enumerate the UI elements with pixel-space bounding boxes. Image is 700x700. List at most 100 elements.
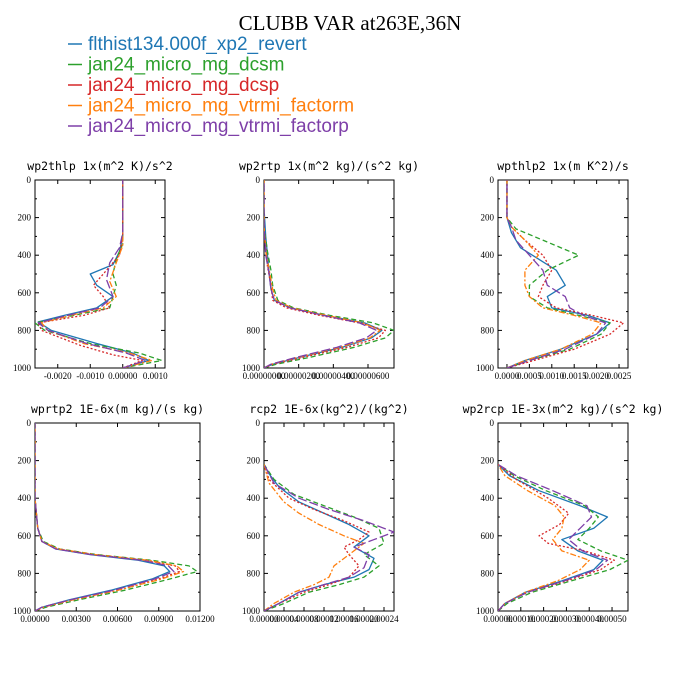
legend-entry: jan24_micro_mg_vtrmi_factorm (68, 96, 354, 117)
panel-1: wp2thlp 1x(m^2 K)/s^2 0 200 400 600 800 1000 -0… (13, 159, 173, 381)
x-tick-label: 0.00600 (103, 614, 133, 624)
series-line-2 (264, 464, 385, 611)
y-tick-label: 200 (247, 213, 261, 223)
panel-title: wp2thlp 1x(m^2 K)/s^2 (27, 159, 172, 173)
y-tick-label: 0 (27, 418, 32, 428)
x-tick-label: 0.00024 (369, 614, 399, 624)
x-tick-label: 0.00016 (329, 614, 359, 624)
y-tick-label: 400 (481, 493, 495, 503)
x-tick-label: 0.00000 (108, 371, 138, 381)
legend-entry: jan24_micro_mg_vtrmi_factorp (68, 116, 349, 137)
x-tick-label: 0.00900 (144, 614, 174, 624)
x-tick-label: 0.00050 (597, 614, 627, 624)
series-line-2 (264, 180, 394, 368)
x-tick-label: 0.00000 (483, 614, 513, 624)
x-tick-label: 0.00040 (575, 614, 605, 624)
y-tick-label: 600 (18, 531, 32, 541)
series-line-4 (35, 423, 185, 611)
y-tick-label: 600 (481, 288, 495, 298)
x-tick-label: 0.0020 (584, 371, 609, 381)
y-tick-label: 1000 (13, 606, 32, 616)
panel-title: rcp2 1E-6x(kg^2)/(kg^2) (249, 402, 408, 416)
plot-frame (263, 179, 395, 369)
y-tick-label: 200 (481, 213, 495, 223)
legend-label: jan24_micro_mg_dcsp (87, 75, 279, 96)
legend-label: jan24_micro_mg_dcsm (87, 55, 284, 76)
series-group (35, 180, 163, 368)
x-tick-label: 0.00000 (249, 614, 279, 624)
x-tick-label: 0.00012 (309, 614, 338, 624)
series-line-3 (506, 180, 625, 368)
x-tick-label: 0.01200 (185, 614, 215, 624)
x-tick-label: 0.00000 (20, 614, 50, 624)
y-tick-label: 400 (481, 250, 495, 260)
y-tick-label: 400 (247, 250, 261, 260)
series-line-3 (35, 423, 181, 611)
x-tick-label: 0.0010 (143, 371, 168, 381)
y-tick-label: 200 (18, 456, 32, 466)
panel-title: wprtp2 1E-6x(m kg)/(s kg) (31, 402, 204, 416)
x-tick-label: 0.0005 (517, 371, 542, 381)
series-group (498, 463, 628, 611)
series-line-5 (506, 180, 607, 368)
series-line-3 (264, 464, 370, 611)
y-tick-label: 0 (256, 175, 261, 185)
y-tick-label: 0 (490, 418, 495, 428)
series-line-1 (35, 423, 171, 611)
series-line-4 (40, 180, 153, 368)
y-tick-label: 1000 (242, 363, 261, 373)
y-tick-label: 800 (247, 568, 261, 578)
panel-title: wp2rtp 1x(m^2 kg)/(s^2 kg) (239, 159, 419, 173)
x-tick-label: -0.0010 (76, 371, 104, 381)
y-tick-label: 1000 (476, 606, 495, 616)
legend-entry: jan24_micro_mg_dcsm (68, 55, 284, 76)
series-line-4 (498, 464, 590, 611)
y-tick-label: 0 (490, 175, 495, 185)
panel-title: wp2rcp 1E-3x(m^2 kg)/(s^2 kg) (463, 402, 664, 416)
y-tick-label: 0 (256, 418, 261, 428)
y-tick-label: 1000 (242, 606, 261, 616)
y-tick-label: 200 (18, 213, 32, 223)
x-tick-label: 0.00004 (269, 614, 299, 624)
series-line-2 (35, 423, 198, 611)
x-tick-label: 0.00300 (62, 614, 92, 624)
series-line-5 (264, 180, 378, 368)
x-tick-label: 0.00000200 (277, 371, 320, 381)
series-line-4 (506, 180, 602, 368)
x-tick-label: 0.0010 (539, 371, 564, 381)
series-line-3 (498, 463, 615, 611)
series-group (264, 464, 394, 611)
x-tick-label: 0.00008 (289, 614, 319, 624)
panel-4: wprtp2 1E-6x(m kg)/(s kg) 0 200 400 600 800 10… (13, 402, 215, 624)
legend-label: jan24_micro_mg_vtrmi_factorp (87, 116, 349, 137)
x-tick-label: 0.00030 (552, 614, 582, 624)
x-tick-label: 0.00020 (529, 614, 559, 624)
x-tick-label: 0.00020 (349, 614, 379, 624)
panel-2: wp2rtp 1x(m^2 kg)/(s^2 kg) 0 200 400 600 800 1… (239, 159, 419, 381)
y-tick-label: 400 (18, 493, 32, 503)
y-tick-label: 200 (481, 456, 495, 466)
series-line-5 (264, 464, 394, 611)
series-line-1 (506, 180, 611, 368)
plot-frame (34, 422, 201, 612)
x-tick-label: 0.0015 (562, 371, 587, 381)
series-line-4 (264, 180, 381, 368)
legend: flthist134.000f_xp2_revertjan24_micro_mg… (68, 34, 354, 137)
x-tick-label: 0.00010 (506, 614, 536, 624)
y-tick-label: 800 (18, 325, 32, 335)
x-tick-label: 0.0000 (495, 371, 520, 381)
series-group (35, 423, 198, 611)
legend-label: jan24_micro_mg_vtrmi_factorm (87, 96, 354, 117)
panel-title: wpthlp2 1x(m K^2)/s (497, 159, 629, 173)
series-line-3 (37, 180, 143, 368)
y-tick-label: 1000 (13, 363, 32, 373)
y-tick-label: 800 (481, 325, 495, 335)
panel-3: wpthlp2 1x(m K^2)/s020040060080010000.00… (476, 159, 632, 381)
y-tick-label: 800 (18, 568, 32, 578)
figure-title: CLUBB VAR at263E,36N (239, 11, 462, 35)
plot-frame (34, 179, 166, 369)
y-tick-label: 600 (18, 288, 32, 298)
series-line-5 (498, 463, 609, 611)
series-group (264, 180, 394, 368)
